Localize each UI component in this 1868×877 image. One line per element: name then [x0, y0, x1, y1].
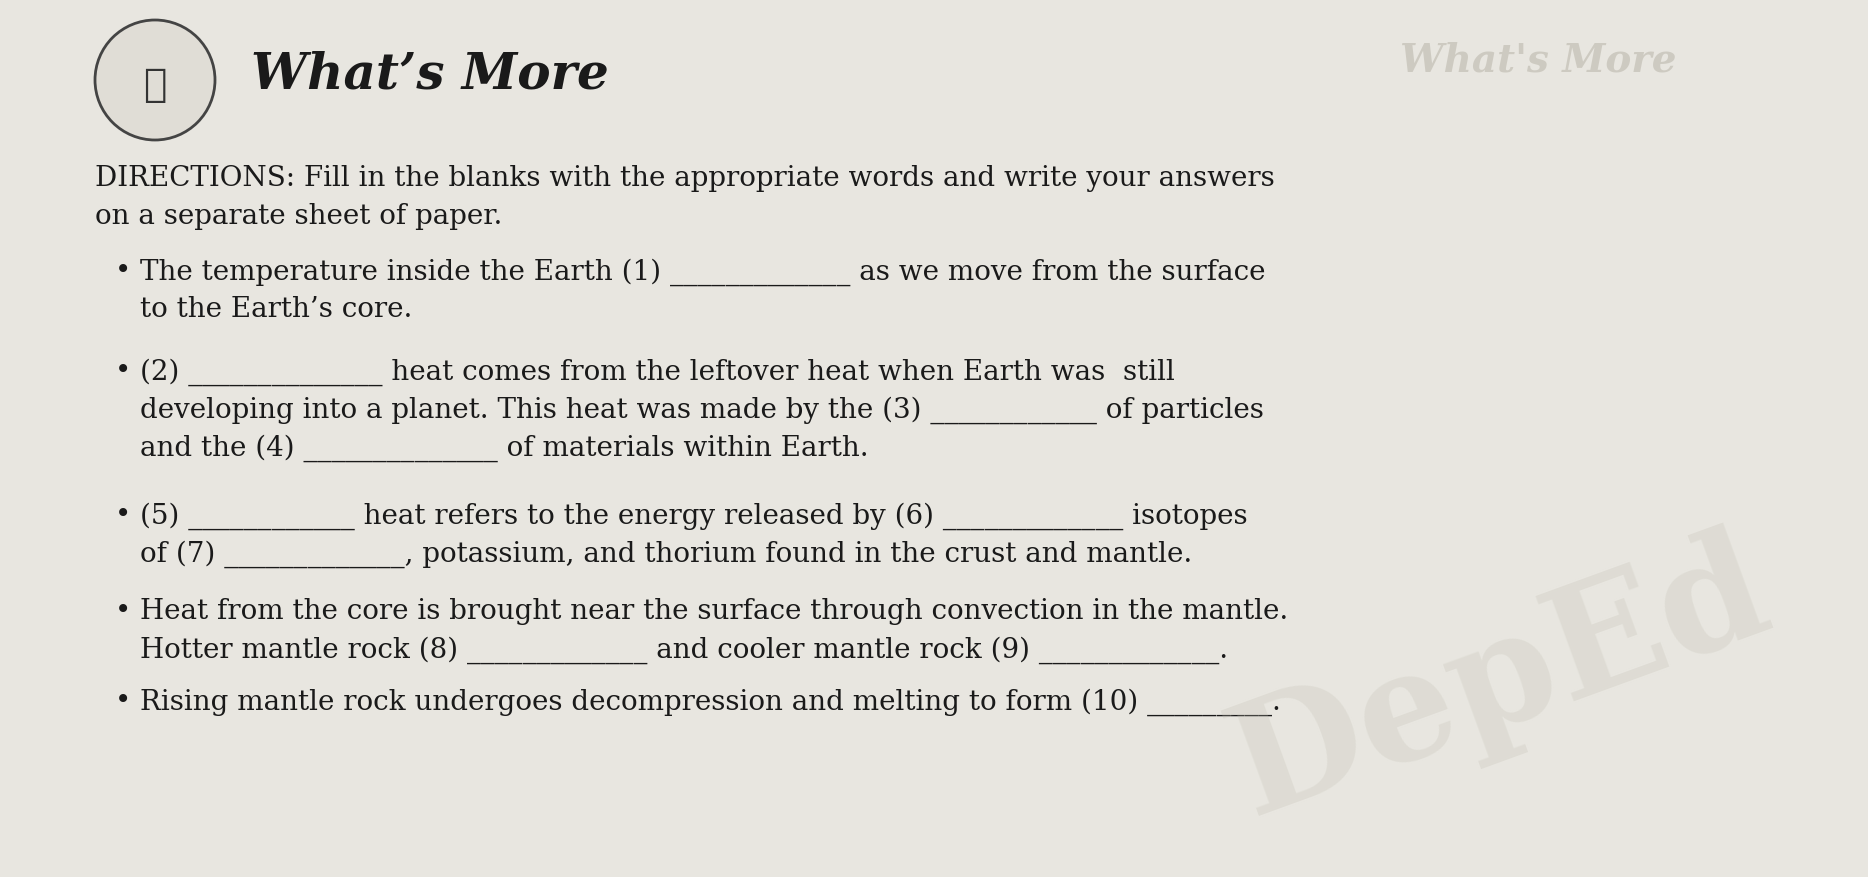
Text: 🖊: 🖊: [144, 66, 166, 104]
Text: (2) ______________ heat comes from the leftover heat when Earth was  still: (2) ______________ heat comes from the l…: [140, 358, 1175, 386]
Text: Heat from the core is brought near the surface through convection in the mantle.: Heat from the core is brought near the s…: [140, 598, 1289, 625]
Text: The temperature inside the Earth (1) _____________ as we move from the surface: The temperature inside the Earth (1) ___…: [140, 258, 1265, 286]
Text: •: •: [116, 358, 131, 385]
Text: Rising mantle rock undergoes decompression and melting to form (10) _________.: Rising mantle rock undergoes decompressi…: [140, 688, 1281, 716]
Circle shape: [95, 20, 215, 140]
Text: DepEd: DepEd: [1212, 514, 1788, 845]
Text: What’s More: What’s More: [250, 51, 609, 99]
Text: What's More: What's More: [1399, 41, 1676, 79]
Text: of (7) _____________, potassium, and thorium found in the crust and mantle.: of (7) _____________, potassium, and tho…: [140, 540, 1192, 567]
Text: and the (4) ______________ of materials within Earth.: and the (4) ______________ of materials …: [140, 434, 869, 461]
Text: •: •: [116, 258, 131, 285]
Text: to the Earth’s core.: to the Earth’s core.: [140, 296, 413, 323]
Text: •: •: [116, 598, 131, 625]
Text: (5) ____________ heat refers to the energy released by (6) _____________ isotope: (5) ____________ heat refers to the ener…: [140, 502, 1248, 530]
Text: developing into a planet. This heat was made by the (3) ____________ of particle: developing into a planet. This heat was …: [140, 396, 1265, 424]
Text: •: •: [116, 502, 131, 529]
Text: Hotter mantle rock (8) _____________ and cooler mantle rock (9) _____________.: Hotter mantle rock (8) _____________ and…: [140, 636, 1227, 664]
Text: DIRECTIONS: Fill in the blanks with the appropriate words and write your answers: DIRECTIONS: Fill in the blanks with the …: [95, 165, 1274, 192]
Text: on a separate sheet of paper.: on a separate sheet of paper.: [95, 203, 502, 230]
Text: •: •: [116, 688, 131, 715]
